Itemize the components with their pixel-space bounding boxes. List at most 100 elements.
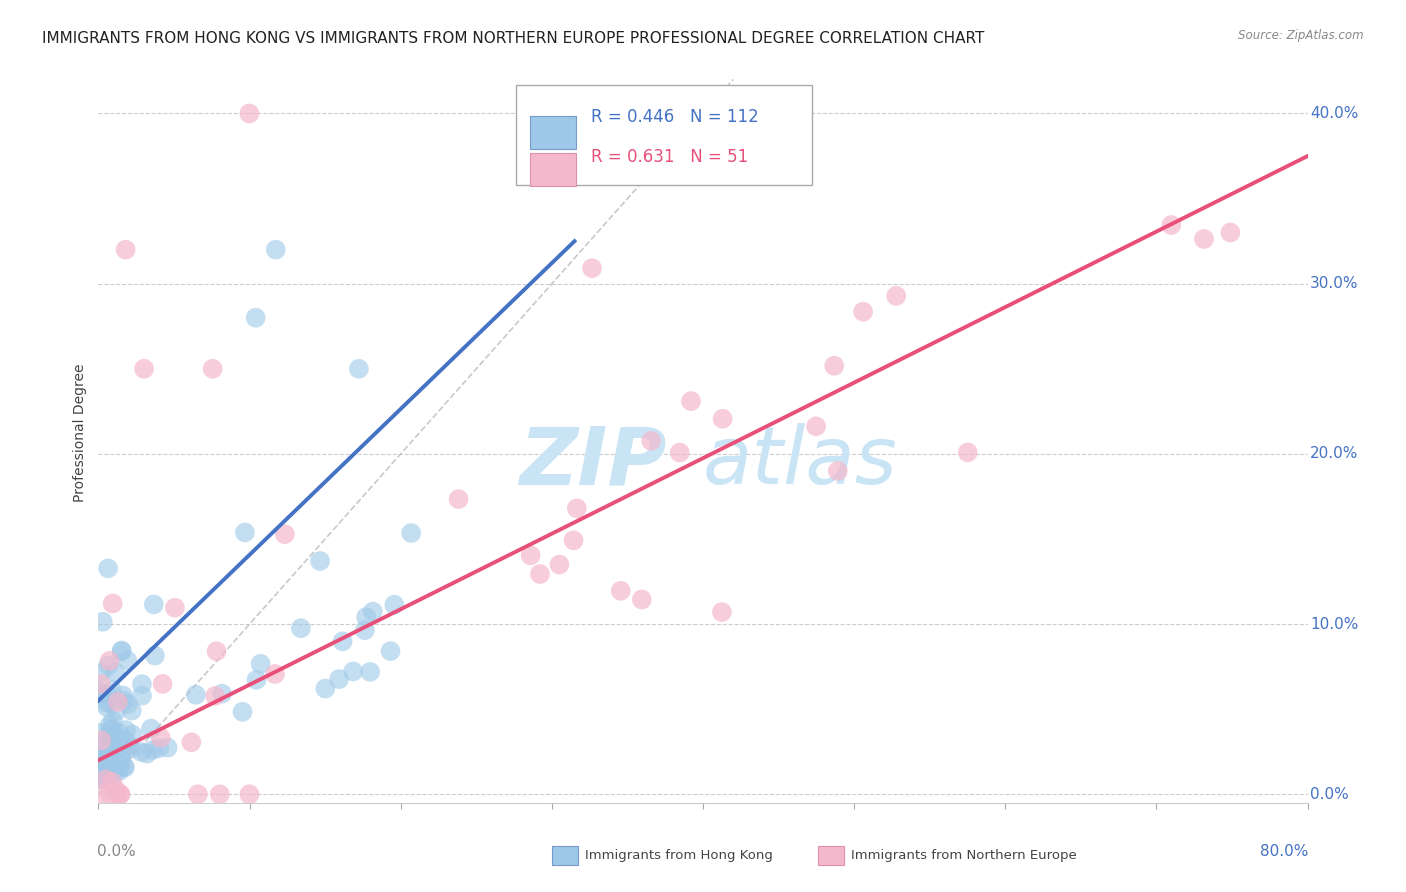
Point — [90, 765, 112, 780]
Point — [139, 722, 162, 736]
Point — [609, 583, 631, 598]
Text: R = 0.631   N = 51: R = 0.631 N = 51 — [591, 147, 748, 166]
Point — [101, 722, 124, 736]
Point — [711, 411, 734, 425]
Point — [90, 787, 112, 801]
Point — [98, 718, 121, 732]
Point — [121, 704, 143, 718]
Point — [565, 501, 588, 516]
Bar — [551, 847, 578, 865]
Point — [823, 359, 845, 373]
Point — [98, 750, 121, 764]
Point — [204, 689, 226, 703]
Point — [309, 554, 332, 568]
Point — [382, 598, 405, 612]
Point — [98, 787, 121, 801]
Point — [94, 768, 117, 782]
Bar — [818, 847, 845, 865]
Point — [98, 756, 121, 770]
Point — [90, 677, 112, 691]
Point — [91, 772, 114, 786]
Point — [233, 525, 256, 540]
Point — [100, 759, 122, 773]
Point — [104, 748, 127, 763]
Text: 30.0%: 30.0% — [1310, 277, 1358, 291]
Point — [101, 757, 124, 772]
Point — [108, 726, 131, 740]
Y-axis label: Professional Degree: Professional Degree — [73, 363, 87, 502]
Point — [264, 667, 287, 681]
Point — [100, 755, 122, 769]
Point — [96, 747, 118, 761]
Point — [97, 730, 120, 744]
Point — [399, 526, 422, 541]
Point — [131, 677, 153, 691]
Point — [98, 762, 121, 776]
Point — [97, 658, 120, 673]
Point — [110, 787, 132, 801]
Text: 80.0%: 80.0% — [1260, 844, 1309, 858]
Point — [107, 695, 129, 709]
Point — [274, 527, 297, 541]
Point — [90, 733, 112, 747]
Point — [89, 767, 111, 781]
Point — [238, 787, 260, 801]
Point — [107, 760, 129, 774]
Point — [93, 739, 115, 754]
Point — [114, 760, 136, 774]
Point — [117, 697, 139, 711]
Point — [956, 445, 979, 459]
Point — [447, 492, 470, 507]
Point — [120, 741, 142, 756]
Point — [100, 732, 122, 747]
Point — [143, 648, 166, 663]
Point — [105, 787, 128, 801]
Point — [111, 643, 134, 657]
Point — [359, 665, 381, 679]
Point — [132, 361, 155, 376]
Point — [103, 766, 125, 780]
Point — [108, 764, 131, 779]
Point — [1192, 232, 1215, 246]
Point — [101, 775, 124, 789]
Point — [91, 771, 114, 785]
Point — [380, 644, 402, 658]
Point — [89, 772, 111, 786]
Point — [640, 434, 662, 448]
Point — [180, 735, 202, 749]
Point — [94, 766, 117, 780]
Point — [548, 558, 571, 572]
Point — [97, 744, 120, 758]
Point — [110, 751, 132, 765]
Text: 0.0%: 0.0% — [97, 844, 136, 858]
Point — [94, 762, 117, 776]
FancyBboxPatch shape — [516, 85, 811, 185]
Point — [98, 767, 121, 781]
Point — [90, 761, 112, 775]
Point — [1160, 218, 1182, 232]
Point — [264, 243, 287, 257]
Point — [96, 688, 118, 702]
Point — [328, 672, 350, 686]
Point — [142, 743, 165, 757]
Point — [827, 464, 849, 478]
Point — [104, 782, 127, 797]
Point — [201, 361, 224, 376]
Point — [101, 597, 124, 611]
Point — [148, 741, 170, 756]
Point — [187, 787, 209, 801]
Point — [94, 696, 117, 710]
Point — [101, 755, 124, 769]
Bar — [530, 153, 576, 186]
Text: 10.0%: 10.0% — [1310, 616, 1358, 632]
Point — [89, 772, 111, 786]
Point — [131, 745, 153, 759]
Text: 40.0%: 40.0% — [1310, 106, 1358, 121]
Point — [96, 700, 118, 714]
Point — [87, 684, 110, 698]
Point — [98, 731, 121, 746]
Point — [108, 757, 131, 772]
Point — [630, 592, 652, 607]
Point — [89, 739, 111, 754]
Point — [314, 681, 336, 696]
